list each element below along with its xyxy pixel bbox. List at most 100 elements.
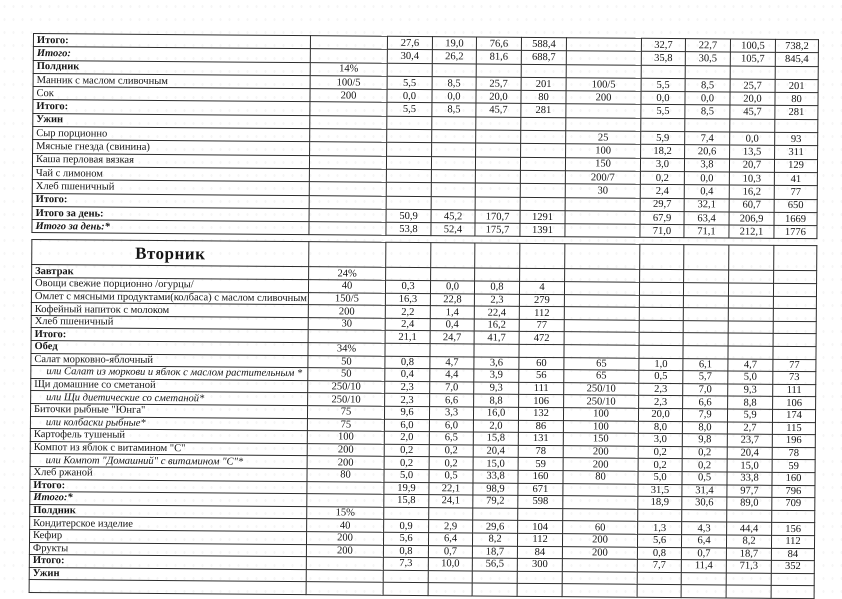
nutrition-cell	[728, 270, 774, 284]
portion-cell: 250/10	[307, 393, 385, 407]
portion-cell	[309, 142, 387, 156]
portion-cell	[309, 208, 387, 223]
nutrition-cell	[726, 585, 772, 599]
nutrition-cell: 7,9	[682, 408, 728, 422]
portion-cell: 40	[306, 518, 384, 533]
portion-cell	[564, 319, 640, 333]
nutrition-cell: 11,4	[681, 559, 727, 573]
nutrition-cell: 156	[771, 522, 815, 536]
nutrition-cell: 8,5	[432, 76, 477, 91]
nutrition-cell: 9,6	[384, 406, 430, 420]
nutrition-cell	[517, 508, 563, 522]
nutrition-cell: 45,7	[475, 103, 521, 118]
portion-cell: 200	[562, 533, 638, 547]
nutrition-cell: 8,5	[685, 78, 731, 93]
nutrition-cell: 32,7	[641, 38, 686, 52]
nutrition-cell	[520, 130, 566, 145]
portion-cell	[564, 306, 640, 321]
portion-cell	[566, 37, 642, 52]
nutrition-cell: 79,2	[472, 495, 518, 509]
nutrition-cell: 796	[771, 484, 815, 498]
nutrition-cell	[638, 345, 684, 359]
nutrition-cell	[727, 345, 774, 359]
dish-name	[29, 579, 307, 595]
portion-cell	[306, 569, 384, 583]
nutrition-cell: 0,8	[637, 546, 682, 560]
nutrition-cell: 650	[774, 198, 818, 213]
nutrition-cell: 22,8	[430, 293, 475, 307]
portion-cell: 150	[565, 157, 641, 172]
nutrition-cell	[473, 343, 520, 357]
nutrition-cell: 5,5	[386, 102, 432, 117]
nutrition-cell: 53,8	[385, 222, 432, 237]
portion-cell: 100	[563, 407, 639, 421]
empty-cell	[564, 244, 640, 270]
nutrition-cell: 8,2	[472, 532, 518, 546]
nutrition-cell: 0,7	[681, 547, 727, 561]
nutrition-cell	[386, 155, 432, 170]
nutrition-cell: 22,7	[685, 38, 731, 53]
scanned-page: Итого: 27,6 19,0 76,6 588,4 32,7 22,7 100,5 738,…	[29, 33, 819, 599]
nutrition-cell	[771, 585, 815, 599]
portion-cell	[566, 50, 642, 65]
nutrition-cell: 0,2	[384, 444, 430, 457]
nutrition-cell: 8,2	[726, 534, 772, 548]
nutrition-cell: 5,9	[727, 408, 773, 422]
portion-cell: 24%	[308, 267, 386, 281]
nutrition-cell: 5,5	[387, 76, 433, 90]
nutrition-cell: 16,0	[473, 406, 519, 420]
nutrition-cell: 20,0	[475, 90, 522, 104]
nutrition-cell: 30,4	[387, 49, 433, 64]
portion-cell	[566, 64, 642, 79]
nutrition-cell: 1776	[773, 225, 818, 240]
nutrition-cell: 738,2	[775, 39, 819, 53]
nutrition-cell: 160	[771, 472, 816, 486]
nutrition-cell: 25,7	[476, 76, 522, 91]
portion-cell: 40	[308, 279, 386, 293]
nutrition-cell: 472	[519, 331, 565, 345]
nutrition-cell	[474, 268, 520, 282]
nutrition-cell: 598	[517, 495, 563, 509]
nutrition-cell	[683, 333, 729, 346]
nutrition-cell: 80	[774, 92, 819, 107]
nutrition-cell	[386, 182, 432, 197]
nutrition-cell: 0,2	[640, 171, 685, 185]
nutrition-cell: 0,4	[384, 368, 430, 382]
nutrition-cell: 20,6	[684, 144, 730, 159]
nutrition-cell: 132	[518, 407, 564, 421]
nutrition-cell: 45,7	[729, 105, 775, 120]
nutrition-cell: 206,9	[729, 211, 775, 226]
nutrition-cell: 2,4	[640, 184, 685, 199]
nutrition-cell	[383, 582, 429, 596]
nutrition-cell: 174	[772, 409, 816, 423]
nutrition-cell: 16,3	[385, 292, 431, 306]
portion-cell	[564, 281, 640, 295]
empty-cell	[474, 243, 520, 269]
nutrition-cell: 671	[517, 482, 563, 496]
nutrition-cell: 0,0	[386, 89, 433, 104]
portion-cell: 100	[565, 144, 641, 158]
monday-totals-table: Итого: 27,6 19,0 76,6 588,4 32,7 22,7 100,5 738,…	[31, 33, 819, 240]
nutrition-cell: 45,2	[431, 209, 476, 224]
nutrition-cell: 0,9	[383, 519, 429, 533]
empty-cell	[308, 242, 386, 268]
portion-cell: 25	[565, 130, 641, 145]
nutrition-cell: 131	[518, 432, 564, 446]
nutrition-cell: 31,4	[681, 484, 727, 498]
nutrition-cell: 30,6	[681, 496, 727, 510]
nutrition-cell	[729, 118, 775, 133]
nutrition-cell: 60	[518, 356, 564, 370]
portion-cell: 200	[306, 544, 384, 558]
nutrition-cell: 20,0	[729, 92, 776, 106]
nutrition-cell: 6,5	[429, 431, 474, 445]
nutrition-cell: 2,2	[385, 305, 431, 319]
nutrition-cell: 9,8	[682, 433, 728, 447]
empty-cell	[385, 242, 431, 269]
empty-cell	[773, 245, 817, 272]
portion-cell: 200	[309, 88, 388, 103]
nutrition-cell	[520, 117, 566, 131]
nutrition-cell: 19,0	[432, 36, 477, 51]
nutrition-cell: 129	[774, 158, 818, 173]
portion-cell: 30	[308, 317, 386, 331]
nutrition-cell	[726, 509, 772, 523]
